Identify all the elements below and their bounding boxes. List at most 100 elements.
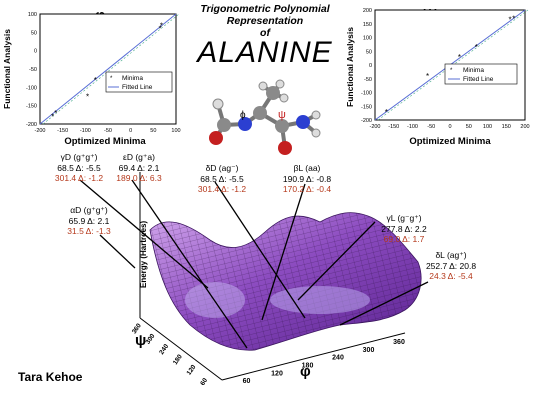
leader-alpha-d — [99, 234, 136, 269]
surface-phi-tick: 300 — [363, 347, 375, 354]
psi-plot-ytick: 150 — [363, 22, 372, 28]
z-axis-label: Energy (Hartrees) — [139, 221, 148, 288]
annotation-delta-d-label: δD (ag⁻) — [205, 163, 239, 173]
annotation-delta-d-black: 68.5 Δ: -5.5 — [200, 173, 244, 184]
psi-axis-symbol: ψ — [135, 332, 146, 349]
surface-phi-tick: 120 — [271, 370, 283, 377]
atom-h — [275, 79, 285, 89]
phi-plot-minima-point: * — [94, 76, 97, 85]
atom-h — [212, 98, 224, 110]
annotation-gamma-l-red: 69.0 Δ: 1.7 — [383, 234, 425, 244]
phi-plot-ylabel: Functional Analysis — [2, 29, 12, 109]
surface-psi-tick: 240 — [158, 343, 170, 356]
atom-carbon — [217, 118, 231, 132]
atom-carbon-alpha — [253, 106, 267, 120]
atom-nitrogen — [238, 117, 252, 131]
annotation-beta-l-red: 170.2 Δ: -0.4 — [282, 184, 332, 194]
psi-legend-marker: * — [450, 68, 453, 74]
annotation-beta-l-black: 190.9 Δ: -0.8 — [282, 173, 332, 184]
surface-phi-tick: 180 — [302, 363, 314, 370]
annotation-beta-l: βL (aa) 190.9 Δ: -0.8 170.2 Δ: -0.4 — [268, 163, 346, 195]
annotation-gamma-d: γD (g⁺g⁺) 68.5 Δ: -5.5 301.4 Δ: -1.2 — [40, 152, 118, 184]
psi-plot-minima-point: * — [426, 72, 429, 81]
psi-plot-ytick: 100 — [363, 36, 372, 42]
annotation-delta-l-black: 252.7 Δ: 20.8 — [425, 260, 477, 271]
psi-plot-xtick: -100 — [407, 124, 418, 130]
phi-axis — [221, 332, 406, 381]
title-line2: Representation — [226, 15, 304, 27]
surface-phi-tick: 240 — [332, 355, 344, 362]
phi-plot-legend — [105, 71, 173, 93]
psi-plot-xtick: 100 — [483, 124, 492, 130]
phi-legend-marker: * — [110, 76, 113, 82]
phi-plot-minima-point: * — [54, 109, 57, 118]
phi-plot-fitted-line-band — [42, 13, 180, 125]
annotation-beta-l-label: βL (aa) — [293, 163, 321, 173]
psi-plot-ytick: -200 — [361, 118, 372, 124]
phi-plot-ytick: -100 — [26, 85, 37, 91]
molecule-name: ALANINE — [197, 36, 333, 69]
author-name: Tara Kehoe — [18, 370, 83, 384]
phi-plot-xtick: -200 — [34, 128, 45, 134]
psi-plot-legend — [444, 63, 518, 85]
leader-delta-l — [339, 281, 429, 326]
psi-legend-minima: Minima — [463, 67, 484, 74]
annotation-epsilon-d-red: 189.0 Δ: 6.3 — [116, 173, 162, 183]
annotation-delta-d-red: 301.4 Δ: -1.2 — [197, 184, 247, 194]
atom-h — [258, 81, 268, 91]
leader-gamma-d — [79, 179, 209, 289]
psi-plot-xtick: 0 — [448, 124, 451, 130]
atom-h — [279, 93, 289, 103]
atom-carbon — [275, 119, 289, 133]
annotation-delta-l-red: 24.3 Δ: -5.4 — [429, 271, 473, 281]
leader-epsilon-d — [131, 179, 248, 349]
leader-beta-l — [261, 183, 306, 321]
psi-plot-ytick: -50 — [364, 77, 372, 83]
atom-nitrogen — [296, 115, 310, 129]
psi-plot-xtick: -150 — [388, 124, 399, 130]
phi-plot-ytick: -50 — [29, 67, 37, 73]
psi-axis — [139, 317, 223, 381]
atom-h — [311, 110, 321, 120]
annotation-gamma-d-label: γD (g⁺g⁺) — [60, 152, 98, 162]
annotation-epsilon-d-black: 69.4 Δ: 2.1 — [118, 162, 160, 173]
leader-gamma-l — [297, 221, 376, 301]
phi-plot-minima-point: * — [86, 93, 89, 102]
annotation-epsilon-d: εD (g⁺a) 69.4 Δ: 2.1 189.0 Δ: 6.3 — [100, 152, 178, 184]
phi-legend-fitted: Fitted Line — [122, 84, 153, 91]
atom-carbon-methyl — [266, 86, 280, 100]
molecule-psi-label: ψ — [278, 109, 286, 121]
psi-plot-minima-point: * — [385, 108, 388, 117]
title-line3: of — [260, 27, 270, 39]
psi-plot-xtick: -200 — [369, 124, 380, 130]
surface-psi-tick: 120 — [186, 363, 198, 376]
psi-legend-fitted: Fitted Line — [463, 76, 494, 83]
leader-delta-d — [214, 181, 306, 319]
phi-plot-ytick: 100 — [28, 12, 37, 18]
surface-psi-tick: 60 — [199, 377, 209, 387]
atom-oxygen — [278, 141, 292, 155]
psi-plot-ylabel: Functional Analysis — [345, 27, 355, 107]
psi-plot-xtick: -50 — [427, 124, 435, 130]
surface-valley — [270, 286, 370, 314]
annotation-gamma-d-red: 301.4 Δ: -1.2 — [54, 173, 104, 183]
phi-plot-minima-point: * — [51, 113, 54, 122]
psi-plot-minima-point: * — [512, 14, 515, 23]
atom-oxygen — [209, 131, 223, 145]
phi-plot-xtick: -100 — [80, 128, 91, 134]
phi-plot-minima-point: * — [159, 25, 162, 34]
psi-plot-xtick: 150 — [502, 124, 511, 130]
phi-plot-minima-point: * — [160, 22, 163, 31]
psi-plot-xtick: 200 — [520, 124, 529, 130]
phi-plot-xtick: -50 — [104, 128, 112, 134]
phi-plot-xtick: 100 — [171, 128, 180, 134]
annotation-gamma-l: γL (g⁻g⁺) 277.8 Δ: 2.2 69.0 Δ: 1.7 — [365, 213, 443, 245]
annotation-alpha-d-label: αD (g⁺g⁺) — [70, 205, 108, 215]
annotation-delta-l: δL (ag⁺) 252.7 Δ: 20.8 24.3 Δ: -5.4 — [412, 250, 490, 282]
molecule-phi-label: ϕ — [240, 110, 246, 121]
phi-plot-ytick: -150 — [26, 104, 37, 110]
surface-psi-tick: 300 — [145, 332, 157, 345]
phi-axis-symbol: φ — [300, 363, 311, 380]
